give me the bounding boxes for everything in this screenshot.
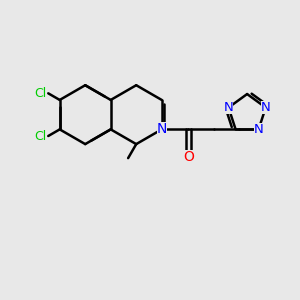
Text: N: N: [224, 101, 233, 114]
Text: N: N: [254, 123, 263, 136]
Text: N: N: [157, 122, 167, 136]
Text: N: N: [261, 101, 271, 114]
Text: Cl: Cl: [34, 87, 46, 100]
Text: Cl: Cl: [34, 130, 46, 142]
Text: O: O: [183, 150, 194, 164]
